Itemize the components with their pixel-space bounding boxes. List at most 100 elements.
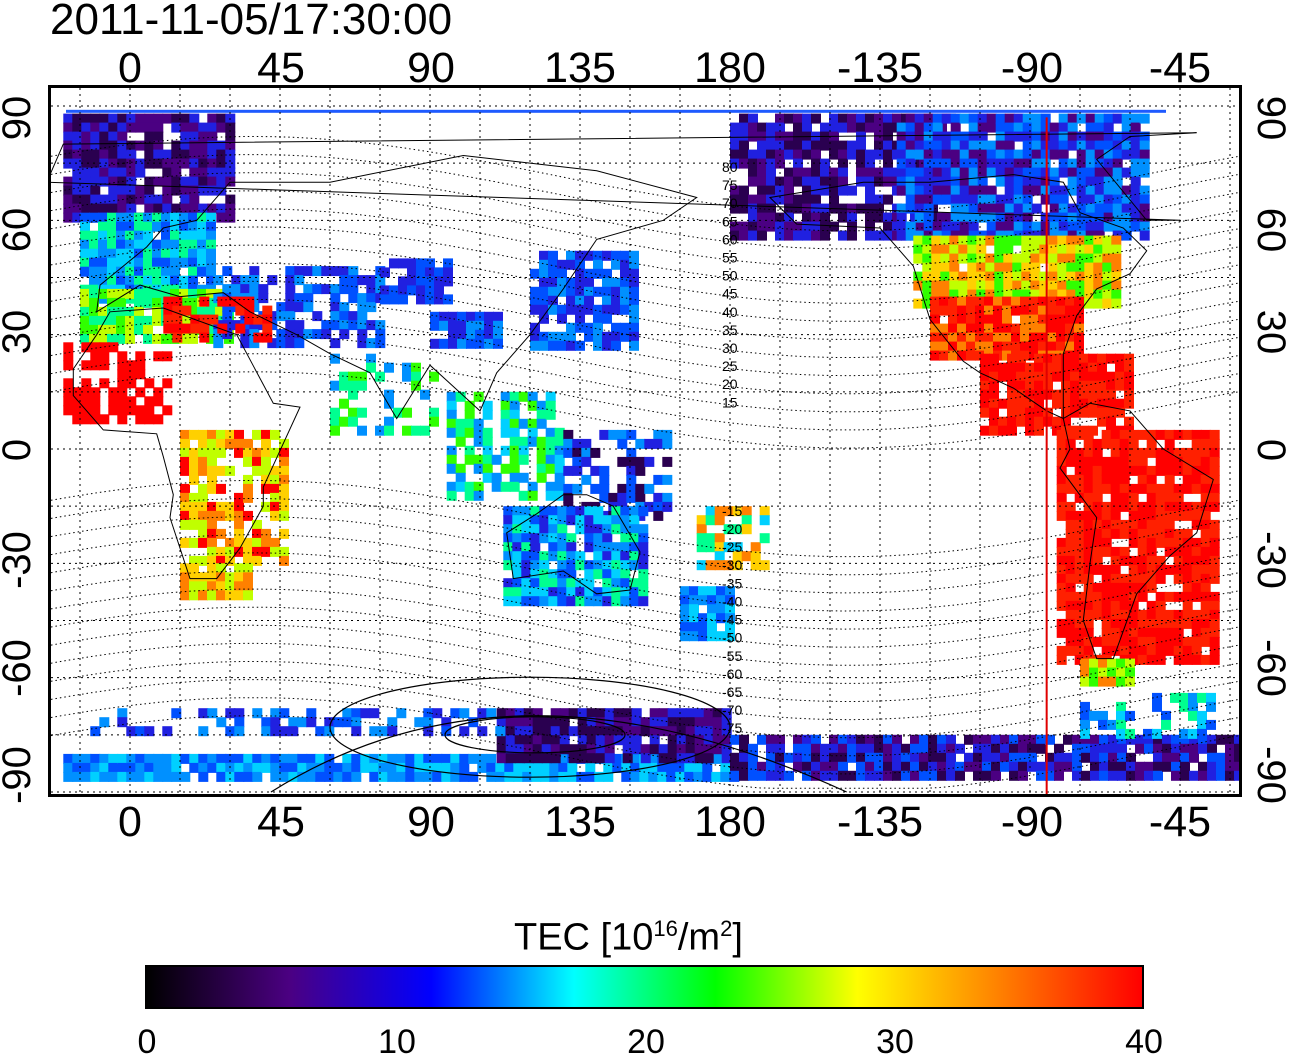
tec-cell [189, 149, 200, 160]
tec-cell [1173, 465, 1184, 476]
tec-cell [108, 167, 119, 178]
tec-cell [530, 268, 540, 279]
mag-pole-contour [329, 676, 731, 778]
tec-cell [414, 762, 425, 773]
tec-cell [595, 726, 606, 737]
tec-cell [964, 734, 974, 745]
tec-cell [455, 481, 466, 492]
tec-cell [559, 735, 570, 746]
tec-cell [1074, 429, 1085, 440]
tec-cell [666, 762, 677, 773]
tec-cell [1049, 185, 1060, 196]
tec-cell [986, 158, 997, 169]
tec-cell [369, 762, 380, 773]
tec-cell [89, 266, 99, 277]
tec-cell [1191, 456, 1202, 467]
tec-cell [905, 122, 916, 133]
tec-cell [512, 551, 523, 562]
tec-cell [1027, 761, 1037, 772]
tec-cell [1004, 212, 1015, 223]
tec-cell [226, 296, 237, 307]
tec-cell [108, 176, 119, 187]
tec-cell [1119, 645, 1130, 656]
tec-cell [1066, 235, 1077, 246]
tec-cell [1111, 235, 1122, 246]
tec-cell [1137, 519, 1148, 530]
tec-cell [297, 753, 308, 764]
tec-cell [1182, 573, 1193, 584]
tec-cell [1117, 770, 1127, 781]
tec-cell [566, 587, 577, 598]
tec-cell [1004, 221, 1015, 232]
tec-cell [1020, 296, 1030, 307]
tec-cell [838, 176, 848, 187]
tec-cell [874, 770, 884, 781]
tec-cell [81, 342, 92, 353]
tec-cell [1121, 212, 1132, 223]
tec-cell [235, 323, 246, 334]
tec-cell [1048, 253, 1059, 264]
tec-cell [696, 560, 707, 571]
tec-cell [1088, 353, 1098, 364]
tec-cell [914, 194, 925, 205]
tec-cell [1126, 761, 1136, 772]
tec-cell [966, 305, 976, 316]
tec-cell [667, 753, 678, 764]
tec-cell [161, 239, 171, 250]
mag-lat-contour [51, 679, 1239, 757]
tec-cell [162, 351, 173, 362]
tec-cell [473, 418, 484, 429]
tec-cell [948, 341, 958, 352]
tec-cell [1067, 221, 1078, 232]
mag-lat-label: 25 [722, 358, 738, 374]
tec-cell [342, 762, 353, 773]
tec-cell [1022, 194, 1033, 205]
tec-cell [1110, 519, 1121, 530]
tec-cell [1031, 203, 1042, 214]
tec-cell [1180, 743, 1190, 754]
tec-cell [905, 176, 916, 187]
tec-cell [171, 708, 182, 719]
tec-cell [644, 456, 655, 467]
tec-cell [575, 295, 585, 306]
tec-cell [966, 314, 976, 325]
tec-cell [741, 506, 752, 517]
tec-cell [1182, 636, 1193, 647]
tec-cell [1130, 185, 1141, 196]
tec-cell [252, 456, 262, 467]
tec-cell [135, 753, 146, 764]
tec-cell [620, 560, 631, 571]
mag-lat-contour [51, 280, 1239, 358]
tec-cell [1128, 483, 1139, 494]
tec-cell [500, 427, 511, 438]
tec-cell [883, 140, 893, 151]
tec-cell [198, 572, 208, 583]
tec-cell [207, 438, 217, 449]
tec-cell [99, 158, 110, 169]
tec-cell [629, 268, 639, 279]
tec-cell [126, 762, 137, 773]
tec-cell [1200, 510, 1211, 521]
tec-cell [99, 149, 110, 160]
tec-cell [1075, 262, 1086, 273]
tec-cell [975, 332, 985, 343]
tec-cell [527, 391, 538, 402]
tec-cell [1083, 582, 1094, 593]
tec-cell [1043, 380, 1053, 391]
tec-cell [811, 734, 821, 745]
tec-cell [874, 230, 884, 241]
tec-cell [459, 708, 470, 719]
mag-lat-label: -50 [722, 630, 742, 646]
tec-cell [856, 131, 866, 142]
tec-cell [748, 113, 758, 124]
tec-cell [216, 590, 226, 601]
tec-cell [357, 293, 368, 304]
tec-cell [1002, 341, 1012, 352]
tec-cell [244, 314, 255, 325]
tec-cell [1130, 149, 1141, 160]
tec-cell [1000, 761, 1010, 772]
tec-cell [620, 596, 631, 607]
tec-cell [198, 203, 209, 214]
tec-cell [63, 212, 74, 223]
tec-cell [980, 353, 990, 364]
